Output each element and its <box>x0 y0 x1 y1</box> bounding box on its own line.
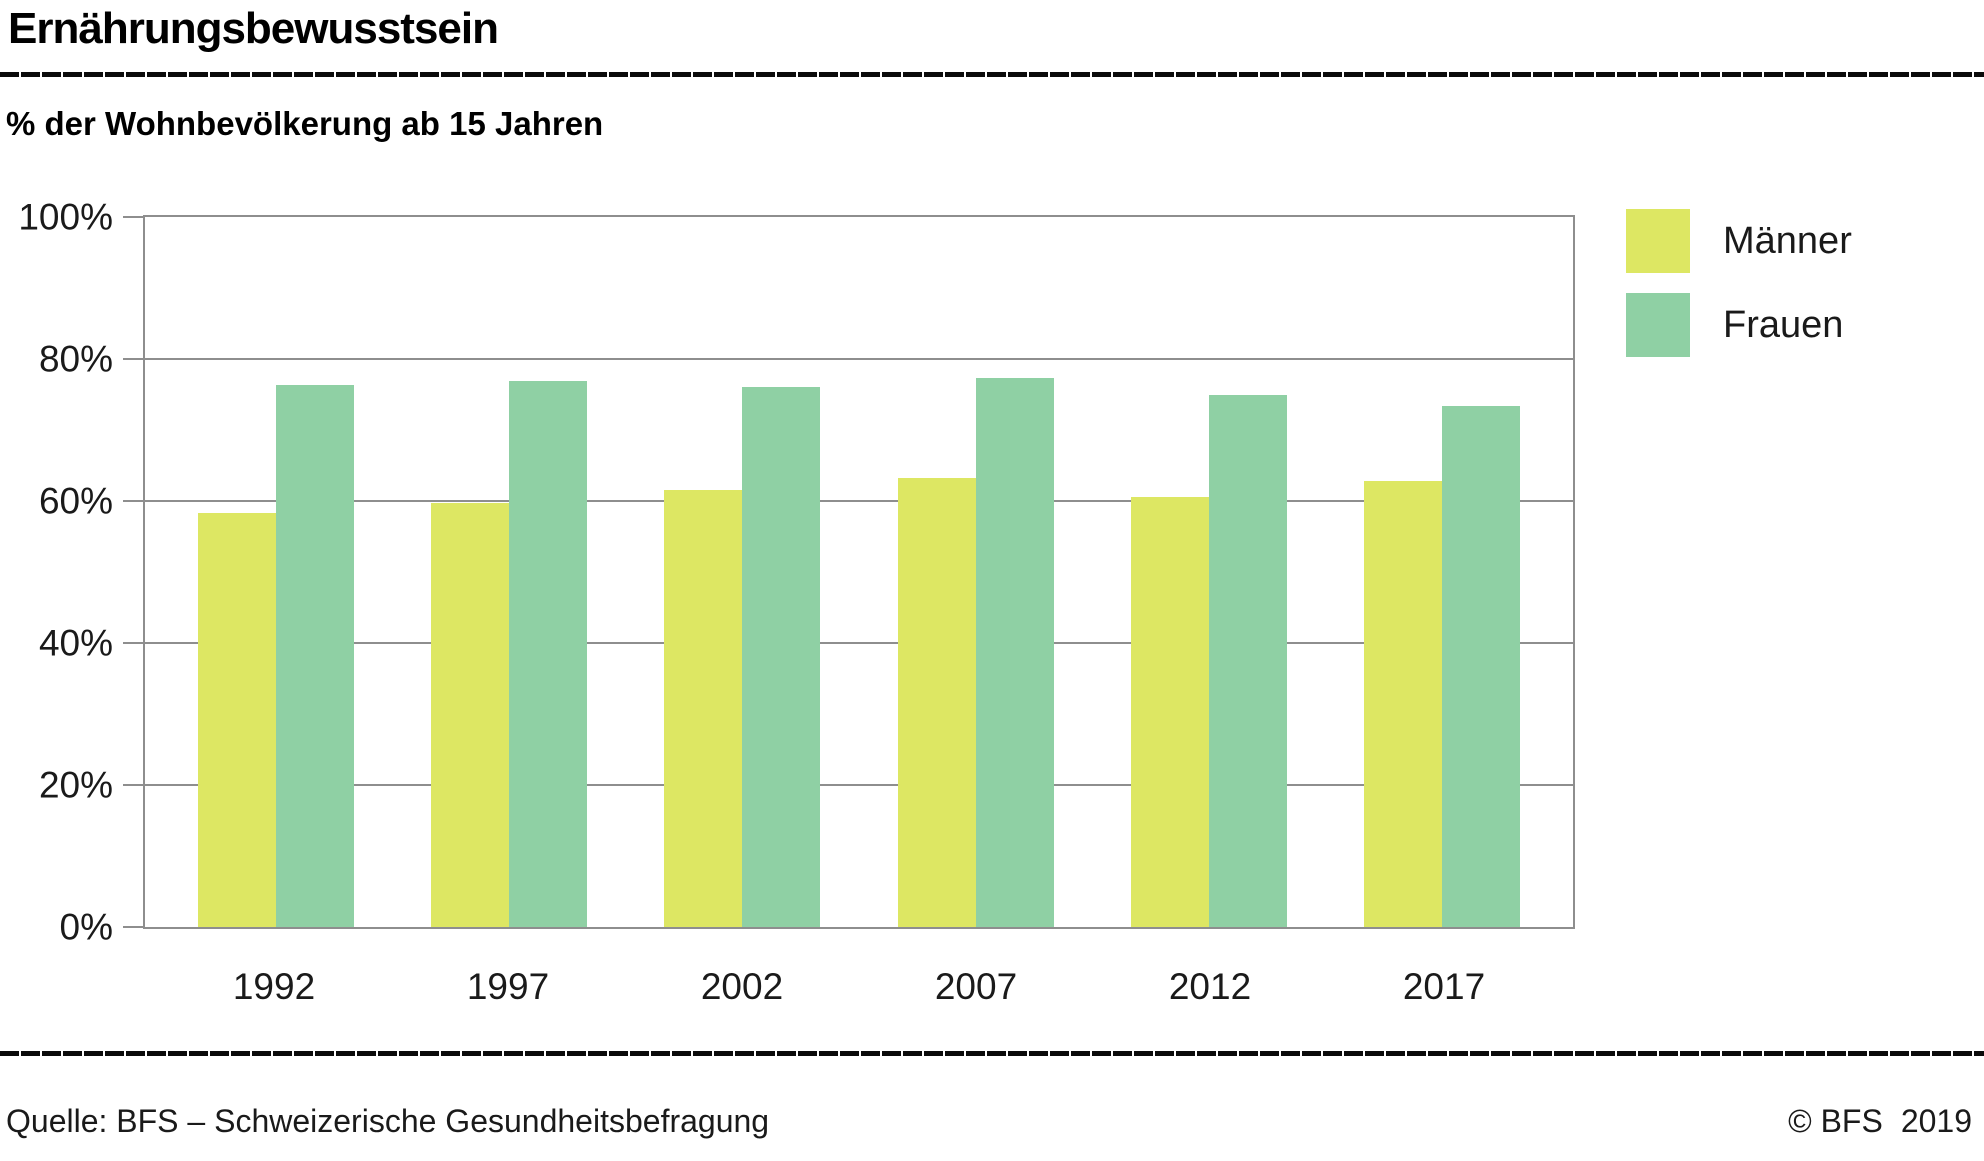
bar-group-2017 <box>1363 217 1520 927</box>
bar-group-2012 <box>1130 217 1287 927</box>
bar-frauen-2002 <box>742 387 821 927</box>
bar-frauen-1992 <box>276 385 354 927</box>
legend-item-frauen: Frauen <box>1626 293 1852 357</box>
y-axis-tick-0 <box>123 926 143 928</box>
y-axis-label-20: 20% <box>38 764 113 806</box>
gridline-40 <box>145 642 1573 644</box>
legend-swatch-männer <box>1626 209 1690 273</box>
bar-group-2007 <box>897 217 1054 927</box>
legend-label-frauen: Frauen <box>1723 303 1844 346</box>
chart-subtitle: % der Wohnbevölkerung ab 15 Jahren <box>6 105 604 142</box>
bottom-divider-line <box>0 1051 1984 1056</box>
top-divider-line <box>0 72 1984 77</box>
bar-frauen-1997 <box>509 381 588 927</box>
legend-label-männer: Männer <box>1723 219 1852 262</box>
bar-group-1997 <box>431 217 588 927</box>
legend-item-männer: Männer <box>1626 209 1852 273</box>
bar-frauen-2017 <box>1441 405 1520 927</box>
x-axis-label-2012: 2012 <box>1168 966 1252 1007</box>
gridline-80 <box>145 358 1573 360</box>
gridline-60 <box>145 500 1573 502</box>
x-axis-label-2002: 2002 <box>700 966 784 1007</box>
x-axis-label-1992: 1992 <box>232 966 316 1007</box>
bar-männer-1997 <box>431 503 510 927</box>
y-axis-label-60: 60% <box>38 480 113 522</box>
x-axis-label-2007: 2007 <box>934 966 1018 1007</box>
bar-group-2002 <box>664 217 821 927</box>
bar-männer-2012 <box>1130 496 1209 927</box>
y-axis-label-0: 0% <box>59 906 113 948</box>
y-axis-tick-100 <box>123 216 143 218</box>
y-axis-label-40: 40% <box>38 622 113 664</box>
x-axis-label-2017: 2017 <box>1402 966 1486 1007</box>
bar-frauen-2012 <box>1208 395 1287 927</box>
x-axis-label-1997: 1997 <box>466 966 550 1007</box>
y-axis-tick-80 <box>123 358 143 360</box>
legend-swatch-frauen <box>1626 293 1690 357</box>
bar-männer-1992 <box>198 513 276 927</box>
y-axis-label-100: 100% <box>18 196 113 238</box>
bar-männer-2017 <box>1363 481 1442 927</box>
y-axis-tick-60 <box>123 500 143 502</box>
y-axis-tick-40 <box>123 642 143 644</box>
plot-area: 0% 20% 40% 60% 80% 100% <box>18 199 1575 946</box>
source-text: Quelle: BFS – Schweizerische Gesundheits… <box>6 1103 770 1139</box>
copyright-year: 2019 <box>1900 1103 1972 1139</box>
copyright-text: © BFS 2019 <box>1788 1103 1972 1140</box>
page-title: Ernährungsbewusstsein <box>8 4 499 53</box>
y-axis-label-80: 80% <box>38 338 113 380</box>
bars-container <box>145 217 1573 927</box>
x-axis-labels: 1992 1997 2002 2007 2012 2017 <box>143 962 1575 1012</box>
bar-männer-2007 <box>897 477 976 927</box>
copyright-label: © BFS <box>1788 1103 1883 1139</box>
bar-frauen-2007 <box>975 378 1054 927</box>
y-axis-tick-20 <box>123 784 143 786</box>
bar-männer-2002 <box>664 490 743 927</box>
gridline-20 <box>145 784 1573 786</box>
bar-group-1992 <box>198 217 354 927</box>
legend: Männer Frauen <box>1626 209 1852 377</box>
